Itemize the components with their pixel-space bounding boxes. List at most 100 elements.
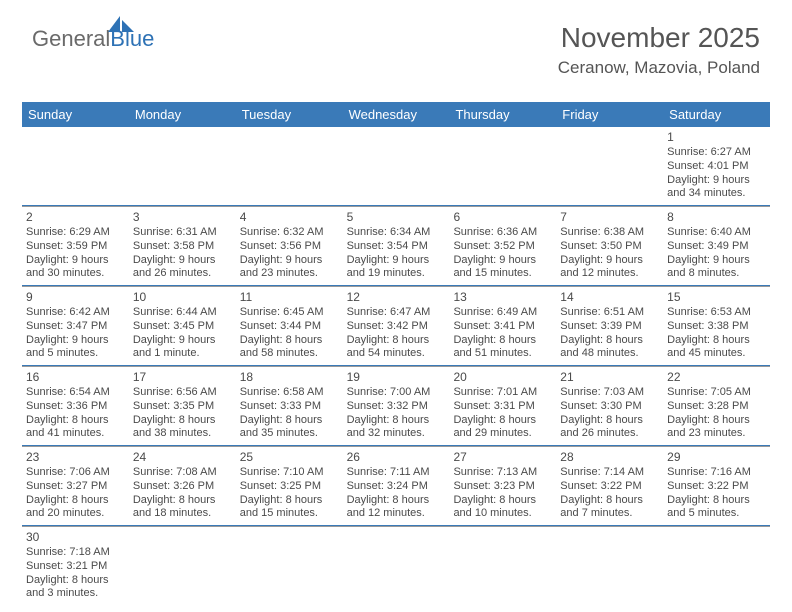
calendar-cell <box>236 127 343 205</box>
calendar-row: 30Sunrise: 7:18 AMSunset: 3:21 PMDayligh… <box>22 526 770 605</box>
day-number: 8 <box>667 210 766 225</box>
sunset-line: Sunset: 3:26 PM <box>133 480 232 494</box>
sunset-line: Sunset: 3:23 PM <box>453 480 552 494</box>
calendar-row: 16Sunrise: 6:54 AMSunset: 3:36 PMDayligh… <box>22 366 770 446</box>
sunrise-line: Sunrise: 6:34 AM <box>347 226 446 240</box>
day-number: 27 <box>453 450 552 465</box>
sunrise-line: Sunrise: 6:47 AM <box>347 306 446 320</box>
calendar-header-row: SundayMondayTuesdayWednesdayThursdayFrid… <box>22 102 770 127</box>
daylight-line: Daylight: 9 hours and 15 minutes. <box>453 254 552 282</box>
day-number: 5 <box>347 210 446 225</box>
calendar-cell: 24Sunrise: 7:08 AMSunset: 3:26 PMDayligh… <box>129 446 236 525</box>
daylight-line: Daylight: 8 hours and 26 minutes. <box>560 414 659 442</box>
calendar-header-cell: Thursday <box>449 102 556 127</box>
daylight-line: Daylight: 8 hours and 41 minutes. <box>26 414 125 442</box>
sunrise-line: Sunrise: 6:36 AM <box>453 226 552 240</box>
day-number: 30 <box>26 530 125 545</box>
daylight-line: Daylight: 8 hours and 3 minutes. <box>26 574 125 602</box>
calendar-cell <box>663 526 770 605</box>
daylight-line: Daylight: 9 hours and 23 minutes. <box>240 254 339 282</box>
sunrise-line: Sunrise: 6:49 AM <box>453 306 552 320</box>
daylight-line: Daylight: 8 hours and 15 minutes. <box>240 494 339 522</box>
sunrise-line: Sunrise: 6:31 AM <box>133 226 232 240</box>
daylight-line: Daylight: 8 hours and 58 minutes. <box>240 334 339 362</box>
sunset-line: Sunset: 3:30 PM <box>560 400 659 414</box>
calendar-cell: 15Sunrise: 6:53 AMSunset: 3:38 PMDayligh… <box>663 286 770 365</box>
day-number: 19 <box>347 370 446 385</box>
page-subtitle: Ceranow, Mazovia, Poland <box>558 58 760 78</box>
sunset-line: Sunset: 3:21 PM <box>26 560 125 574</box>
calendar-cell <box>556 127 663 205</box>
sunrise-line: Sunrise: 7:18 AM <box>26 546 125 560</box>
day-number: 3 <box>133 210 232 225</box>
daylight-line: Daylight: 9 hours and 34 minutes. <box>667 174 766 202</box>
calendar-cell: 14Sunrise: 6:51 AMSunset: 3:39 PMDayligh… <box>556 286 663 365</box>
sunrise-line: Sunrise: 6:53 AM <box>667 306 766 320</box>
sunrise-line: Sunrise: 7:01 AM <box>453 386 552 400</box>
sunrise-line: Sunrise: 7:16 AM <box>667 466 766 480</box>
daylight-line: Daylight: 9 hours and 8 minutes. <box>667 254 766 282</box>
calendar-cell: 18Sunrise: 6:58 AMSunset: 3:33 PMDayligh… <box>236 366 343 445</box>
calendar-body: 1Sunrise: 6:27 AMSunset: 4:01 PMDaylight… <box>22 127 770 605</box>
day-number: 7 <box>560 210 659 225</box>
daylight-line: Daylight: 8 hours and 18 minutes. <box>133 494 232 522</box>
daylight-line: Daylight: 8 hours and 48 minutes. <box>560 334 659 362</box>
calendar-cell: 9Sunrise: 6:42 AMSunset: 3:47 PMDaylight… <box>22 286 129 365</box>
daylight-line: Daylight: 9 hours and 1 minute. <box>133 334 232 362</box>
calendar-cell: 29Sunrise: 7:16 AMSunset: 3:22 PMDayligh… <box>663 446 770 525</box>
calendar-cell: 26Sunrise: 7:11 AMSunset: 3:24 PMDayligh… <box>343 446 450 525</box>
day-number: 18 <box>240 370 339 385</box>
sunrise-line: Sunrise: 7:08 AM <box>133 466 232 480</box>
calendar-cell: 17Sunrise: 6:56 AMSunset: 3:35 PMDayligh… <box>129 366 236 445</box>
daylight-line: Daylight: 8 hours and 10 minutes. <box>453 494 552 522</box>
sunrise-line: Sunrise: 7:03 AM <box>560 386 659 400</box>
day-number: 12 <box>347 290 446 305</box>
calendar-cell <box>343 526 450 605</box>
sunset-line: Sunset: 3:28 PM <box>667 400 766 414</box>
daylight-line: Daylight: 8 hours and 54 minutes. <box>347 334 446 362</box>
sunset-line: Sunset: 3:38 PM <box>667 320 766 334</box>
day-number: 1 <box>667 130 766 145</box>
sunrise-line: Sunrise: 6:32 AM <box>240 226 339 240</box>
sunset-line: Sunset: 3:24 PM <box>347 480 446 494</box>
calendar-cell <box>22 127 129 205</box>
sunrise-line: Sunrise: 6:44 AM <box>133 306 232 320</box>
sunrise-line: Sunrise: 7:13 AM <box>453 466 552 480</box>
sunset-line: Sunset: 3:50 PM <box>560 240 659 254</box>
calendar-cell: 27Sunrise: 7:13 AMSunset: 3:23 PMDayligh… <box>449 446 556 525</box>
daylight-line: Daylight: 9 hours and 19 minutes. <box>347 254 446 282</box>
sunset-line: Sunset: 3:47 PM <box>26 320 125 334</box>
daylight-line: Daylight: 8 hours and 35 minutes. <box>240 414 339 442</box>
sunset-line: Sunset: 3:22 PM <box>560 480 659 494</box>
daylight-line: Daylight: 8 hours and 7 minutes. <box>560 494 659 522</box>
sunrise-line: Sunrise: 7:10 AM <box>240 466 339 480</box>
sunset-line: Sunset: 3:56 PM <box>240 240 339 254</box>
calendar-cell: 23Sunrise: 7:06 AMSunset: 3:27 PMDayligh… <box>22 446 129 525</box>
daylight-line: Daylight: 8 hours and 12 minutes. <box>347 494 446 522</box>
sunset-line: Sunset: 3:33 PM <box>240 400 339 414</box>
calendar-cell: 10Sunrise: 6:44 AMSunset: 3:45 PMDayligh… <box>129 286 236 365</box>
logo-text-general: General <box>32 26 110 52</box>
sunrise-line: Sunrise: 6:45 AM <box>240 306 339 320</box>
daylight-line: Daylight: 8 hours and 38 minutes. <box>133 414 232 442</box>
sunrise-line: Sunrise: 7:06 AM <box>26 466 125 480</box>
calendar-cell: 5Sunrise: 6:34 AMSunset: 3:54 PMDaylight… <box>343 206 450 285</box>
calendar-cell: 16Sunrise: 6:54 AMSunset: 3:36 PMDayligh… <box>22 366 129 445</box>
day-number: 26 <box>347 450 446 465</box>
calendar-cell <box>556 526 663 605</box>
calendar-cell: 7Sunrise: 6:38 AMSunset: 3:50 PMDaylight… <box>556 206 663 285</box>
day-number: 2 <box>26 210 125 225</box>
sunrise-line: Sunrise: 6:27 AM <box>667 146 766 160</box>
calendar-header-cell: Wednesday <box>343 102 450 127</box>
sunset-line: Sunset: 3:49 PM <box>667 240 766 254</box>
calendar-cell: 25Sunrise: 7:10 AMSunset: 3:25 PMDayligh… <box>236 446 343 525</box>
calendar-cell: 2Sunrise: 6:29 AMSunset: 3:59 PMDaylight… <box>22 206 129 285</box>
calendar-header-cell: Sunday <box>22 102 129 127</box>
calendar-cell <box>449 526 556 605</box>
sunrise-line: Sunrise: 6:29 AM <box>26 226 125 240</box>
day-number: 10 <box>133 290 232 305</box>
day-number: 13 <box>453 290 552 305</box>
sunrise-line: Sunrise: 7:05 AM <box>667 386 766 400</box>
day-number: 17 <box>133 370 232 385</box>
daylight-line: Daylight: 8 hours and 5 minutes. <box>667 494 766 522</box>
